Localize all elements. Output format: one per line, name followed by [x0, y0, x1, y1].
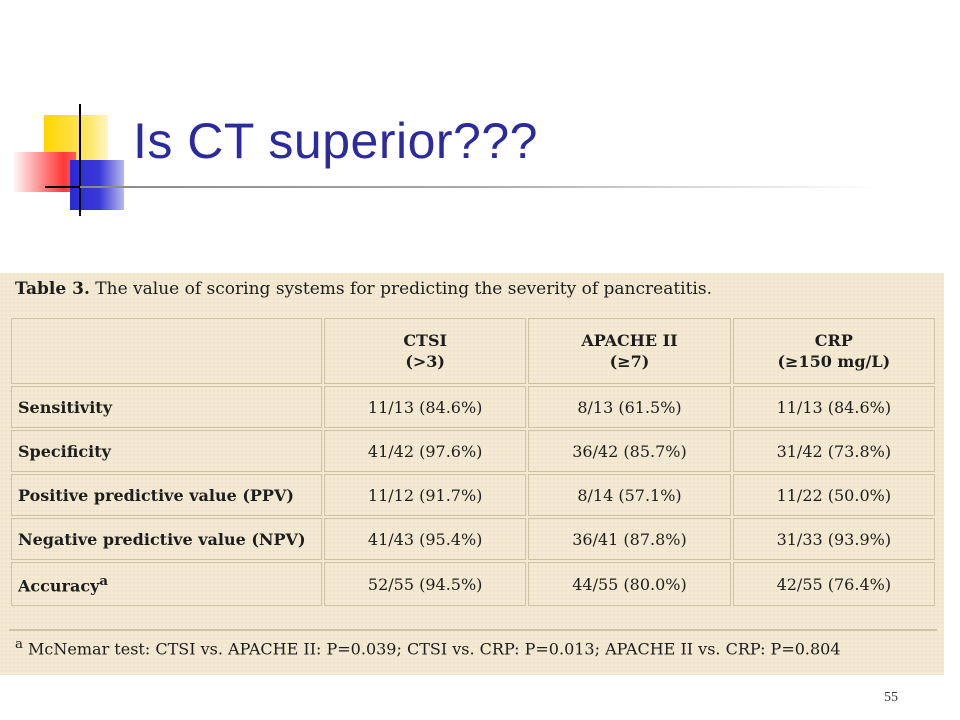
table-cell: 31/33 (93.9%): [732, 518, 935, 560]
slide-title: Is CT superior???: [133, 113, 538, 169]
scoring-table: CTSI (>3) APACHE II (≥7) CRP (≥150 mg/L)…: [9, 316, 937, 608]
row-label-cell: Accuracya: [11, 562, 322, 606]
table-cell: 8/13 (61.5%): [528, 386, 731, 428]
column-name: APACHE II: [581, 331, 678, 350]
row-label: Accuracy: [18, 576, 100, 596]
footnote-text: McNemar test: CTSI vs. APACHE II: P=0.03…: [28, 639, 841, 659]
title-underline: [80, 186, 880, 188]
table-cell: 41/42 (97.6%): [324, 430, 527, 472]
table-header-row: CTSI (>3) APACHE II (≥7) CRP (≥150 mg/L): [11, 318, 935, 384]
table-cell: 11/13 (84.6%): [324, 386, 527, 428]
slide-logo-decoration: [0, 0, 140, 230]
table-cell: 11/22 (50.0%): [732, 474, 935, 516]
table-cell: 11/13 (84.6%): [732, 386, 935, 428]
column-name: CTSI: [403, 331, 447, 350]
table-cell: 31/42 (73.8%): [732, 430, 935, 472]
footnote-divider: [9, 629, 937, 631]
column-header-crp: CRP (≥150 mg/L): [732, 318, 935, 384]
table-cell: 44/55 (80.0%): [528, 562, 731, 606]
row-label: Specificity: [11, 430, 322, 472]
column-header-ctsi: CTSI (>3): [324, 318, 527, 384]
table-caption-text: The value of scoring systems for predict…: [95, 279, 712, 299]
table-header-empty-cell: [11, 318, 322, 384]
table-cell: 52/55 (94.5%): [324, 562, 527, 606]
logo-vertical-line: [79, 104, 81, 216]
column-name: CRP: [814, 331, 853, 350]
column-criterion: (>3): [405, 352, 445, 371]
column-criterion: (≥7): [609, 352, 650, 371]
slide-number: 55: [884, 690, 898, 705]
table-cell: 8/14 (57.1%): [528, 474, 731, 516]
table-row-sensitivity: Sensitivity 11/13 (84.6%) 8/13 (61.5%) 1…: [11, 386, 935, 428]
table-row-ppv: Positive predictive value (PPV) 11/12 (9…: [11, 474, 935, 516]
table-row-specificity: Specificity 41/42 (97.6%) 36/42 (85.7%) …: [11, 430, 935, 472]
logo-red-square: [12, 152, 76, 192]
table-cell: 11/12 (91.7%): [324, 474, 527, 516]
table-footnote: a McNemar test: CTSI vs. APACHE II: P=0.…: [15, 637, 841, 658]
footnote-marker: a: [99, 572, 109, 589]
column-criterion: (≥150 mg/L): [777, 352, 891, 371]
column-header-apache: APACHE II (≥7): [528, 318, 731, 384]
table-cell: 36/41 (87.8%): [528, 518, 731, 560]
table-cell: 41/43 (95.4%): [324, 518, 527, 560]
table-cell: 36/42 (85.7%): [528, 430, 731, 472]
table-caption-label: Table 3.: [15, 279, 90, 299]
table-row-accuracy: Accuracya 52/55 (94.5%) 44/55 (80.0%) 42…: [11, 562, 935, 606]
row-label: Negative predictive value (NPV): [11, 518, 322, 560]
table-caption: Table 3. The value of scoring systems fo…: [15, 279, 712, 299]
row-label: Positive predictive value (PPV): [11, 474, 322, 516]
footnote-marker: a: [15, 637, 23, 652]
row-label: Sensitivity: [11, 386, 322, 428]
table-row-npv: Negative predictive value (NPV) 41/43 (9…: [11, 518, 935, 560]
table-cell: 42/55 (76.4%): [732, 562, 935, 606]
table-image-panel: Table 3. The value of scoring systems fo…: [0, 273, 944, 675]
